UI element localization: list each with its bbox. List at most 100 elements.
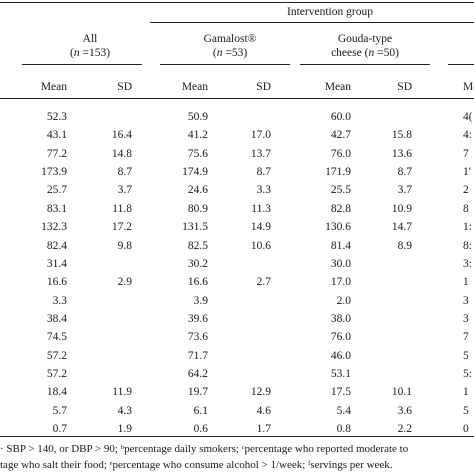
cell-gam-mean: 75.6 [187, 147, 208, 160]
cell-all-mean: 173.9 [41, 166, 67, 179]
cell-cut: 7 [463, 147, 469, 160]
col-gou-sd: SD [397, 81, 412, 93]
cell-all-mean: 38.4 [46, 312, 67, 325]
cell-all-mean: 83.1 [46, 202, 67, 215]
cell-gou-mean: 46.0 [330, 349, 351, 362]
cell-gam-mean: 24.6 [187, 184, 208, 197]
cell-gou-sd: 3.7 [397, 184, 412, 197]
cell-all-mean: 0.7 [52, 423, 67, 435]
cell-gam-sd: 13.7 [250, 147, 271, 160]
cell-all-mean: 31.4 [46, 257, 67, 270]
intervention-group-rule [150, 22, 474, 23]
cell-all-mean: 43.1 [46, 129, 67, 142]
col-next-mean-partial: Me [463, 81, 474, 93]
cell-gam-sd: 8.7 [256, 166, 271, 179]
cell-all-mean: 77.2 [46, 147, 67, 160]
group-n: (n =53) [212, 47, 248, 59]
cell-gou-sd: 2.2 [397, 423, 412, 435]
cell-all-sd: 4.3 [117, 404, 132, 417]
cell-cut: 5 [463, 349, 469, 362]
cell-gou-mean: 17.0 [330, 276, 351, 289]
cell-gam-sd: 14.9 [250, 221, 271, 234]
cell-all-sd: 9.8 [117, 239, 132, 252]
cell-gam-mean: 64.2 [187, 367, 208, 380]
cell-gou-sd: 15.8 [391, 129, 412, 142]
cell-gam-mean: 39.6 [187, 312, 208, 325]
header-bottom-rule [0, 98, 474, 99]
group-rule-gouda [300, 64, 430, 65]
cell-gam-sd: 1.7 [256, 423, 271, 435]
group-label: All [82, 33, 98, 45]
cell-cut: 4: [463, 129, 472, 142]
cell-gam-sd: 3.3 [256, 184, 271, 197]
cell-gou-mean: 81.4 [330, 239, 351, 252]
cell-cut: 4( [463, 111, 473, 123]
cell-all-mean: 132.3 [41, 221, 67, 234]
cell-gou-mean: 76.0 [330, 331, 351, 344]
cell-gou-mean: 53.1 [330, 367, 351, 380]
cell-gou-sd: 8.9 [397, 239, 412, 252]
group-n: (n =153) [69, 47, 111, 59]
cell-gam-mean: 30.2 [187, 257, 208, 270]
cell-cut: 1 [463, 386, 469, 399]
intervention-group-header: Intervention group [287, 6, 373, 18]
cell-all-sd: 11.9 [112, 386, 132, 399]
cell-all-mean: 52.3 [46, 111, 67, 123]
col-all-sd: SD [117, 81, 132, 93]
col-gam-sd: SD [256, 81, 271, 93]
cell-gam-mean: 16.6 [187, 276, 208, 289]
cell-gou-sd: 3.6 [397, 404, 412, 417]
cell-gam-mean: 19.7 [187, 386, 208, 399]
cell-all-mean: 57.2 [46, 349, 67, 362]
cell-gou-sd: 10.1 [391, 386, 412, 399]
cell-all-sd: 17.2 [111, 221, 132, 234]
cell-gou-mean: 38.0 [330, 312, 351, 325]
cell-gam-mean: 50.9 [187, 111, 208, 123]
cell-gou-sd: 10.9 [391, 202, 412, 215]
cell-cut: 3 [463, 294, 469, 307]
cell-gou-mean: 76.0 [330, 147, 351, 160]
cell-gam-sd: 11.3 [251, 202, 271, 215]
table-bottom-rule [0, 436, 474, 437]
cell-cut: 3: [463, 257, 472, 270]
col-gou-mean: Mean [324, 81, 351, 93]
cell-gou-mean: 25.5 [330, 184, 351, 197]
cell-cut: 8: [463, 239, 472, 252]
group-rule-gamalost [160, 64, 290, 65]
cell-gam-mean: 71.7 [187, 349, 208, 362]
cell-gou-mean: 2.0 [336, 294, 351, 307]
footnote-line-1: · SBP > 140, or DBP > 90; ᵇpercentage da… [0, 443, 409, 455]
cell-gou-mean: 17.5 [330, 386, 351, 399]
cell-all-mean: 57.2 [46, 367, 67, 380]
cell-gam-mean: 0.6 [193, 423, 208, 435]
cell-cut: 0 [463, 423, 469, 435]
cell-all-mean: 16.6 [46, 276, 67, 289]
group-label: Gouda-type [337, 33, 393, 45]
cell-gam-sd: 4.6 [256, 404, 271, 417]
cell-all-sd: 2.9 [117, 276, 132, 289]
cell-all-mean: 74.5 [46, 331, 67, 344]
cell-gou-sd: 14.7 [391, 221, 412, 234]
cell-cut: 2 [463, 184, 469, 197]
col-gam-mean: Mean [181, 81, 208, 93]
cell-cut: 8 [463, 202, 469, 215]
cell-all-mean: 5.7 [52, 404, 67, 417]
cell-all-mean: 18.4 [46, 386, 67, 399]
cell-gou-sd: 8.7 [397, 166, 412, 179]
cell-gou-mean: 5.4 [336, 404, 351, 417]
cell-gou-mean: 171.9 [325, 166, 351, 179]
cell-gou-mean: 42.7 [330, 129, 351, 142]
cell-all-sd: 8.7 [117, 166, 132, 179]
cell-cut: 7 [463, 331, 469, 344]
cell-all-sd: 14.8 [111, 147, 132, 160]
cell-gam-mean: 174.9 [182, 166, 208, 179]
cell-gam-mean: 73.6 [187, 331, 208, 344]
footnote-line-2: tage who salt their food; ᵉpercentage wh… [0, 459, 393, 471]
cell-gou-mean: 130.6 [325, 221, 351, 234]
cell-gam-mean: 131.5 [182, 221, 208, 234]
cell-gam-mean: 82.5 [187, 239, 208, 252]
cell-all-sd: 1.9 [117, 423, 132, 435]
group-label-2: cheese (n =50) [331, 47, 399, 59]
cell-gam-sd: 17.0 [250, 129, 271, 142]
cell-all-sd: 16.4 [111, 129, 132, 142]
